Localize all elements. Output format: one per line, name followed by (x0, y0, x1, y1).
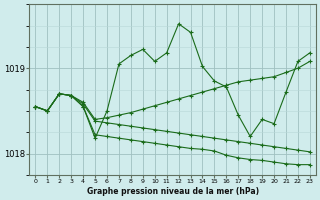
X-axis label: Graphe pression niveau de la mer (hPa): Graphe pression niveau de la mer (hPa) (87, 187, 259, 196)
